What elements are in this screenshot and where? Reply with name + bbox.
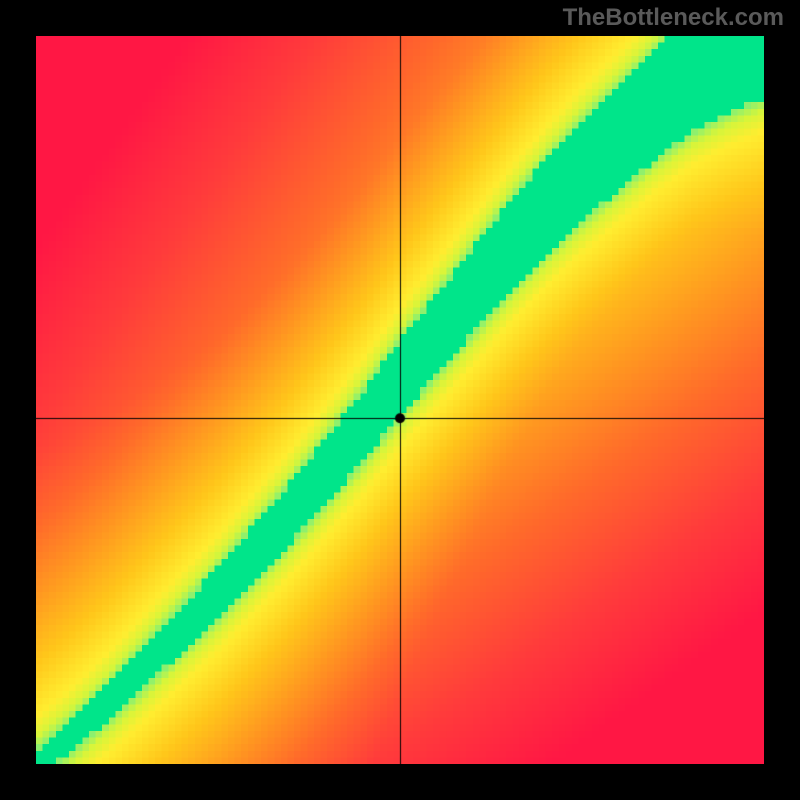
chart-container: TheBottleneck.com [0, 0, 800, 800]
heatmap-plot [36, 36, 764, 764]
watermark-text: TheBottleneck.com [563, 4, 784, 32]
